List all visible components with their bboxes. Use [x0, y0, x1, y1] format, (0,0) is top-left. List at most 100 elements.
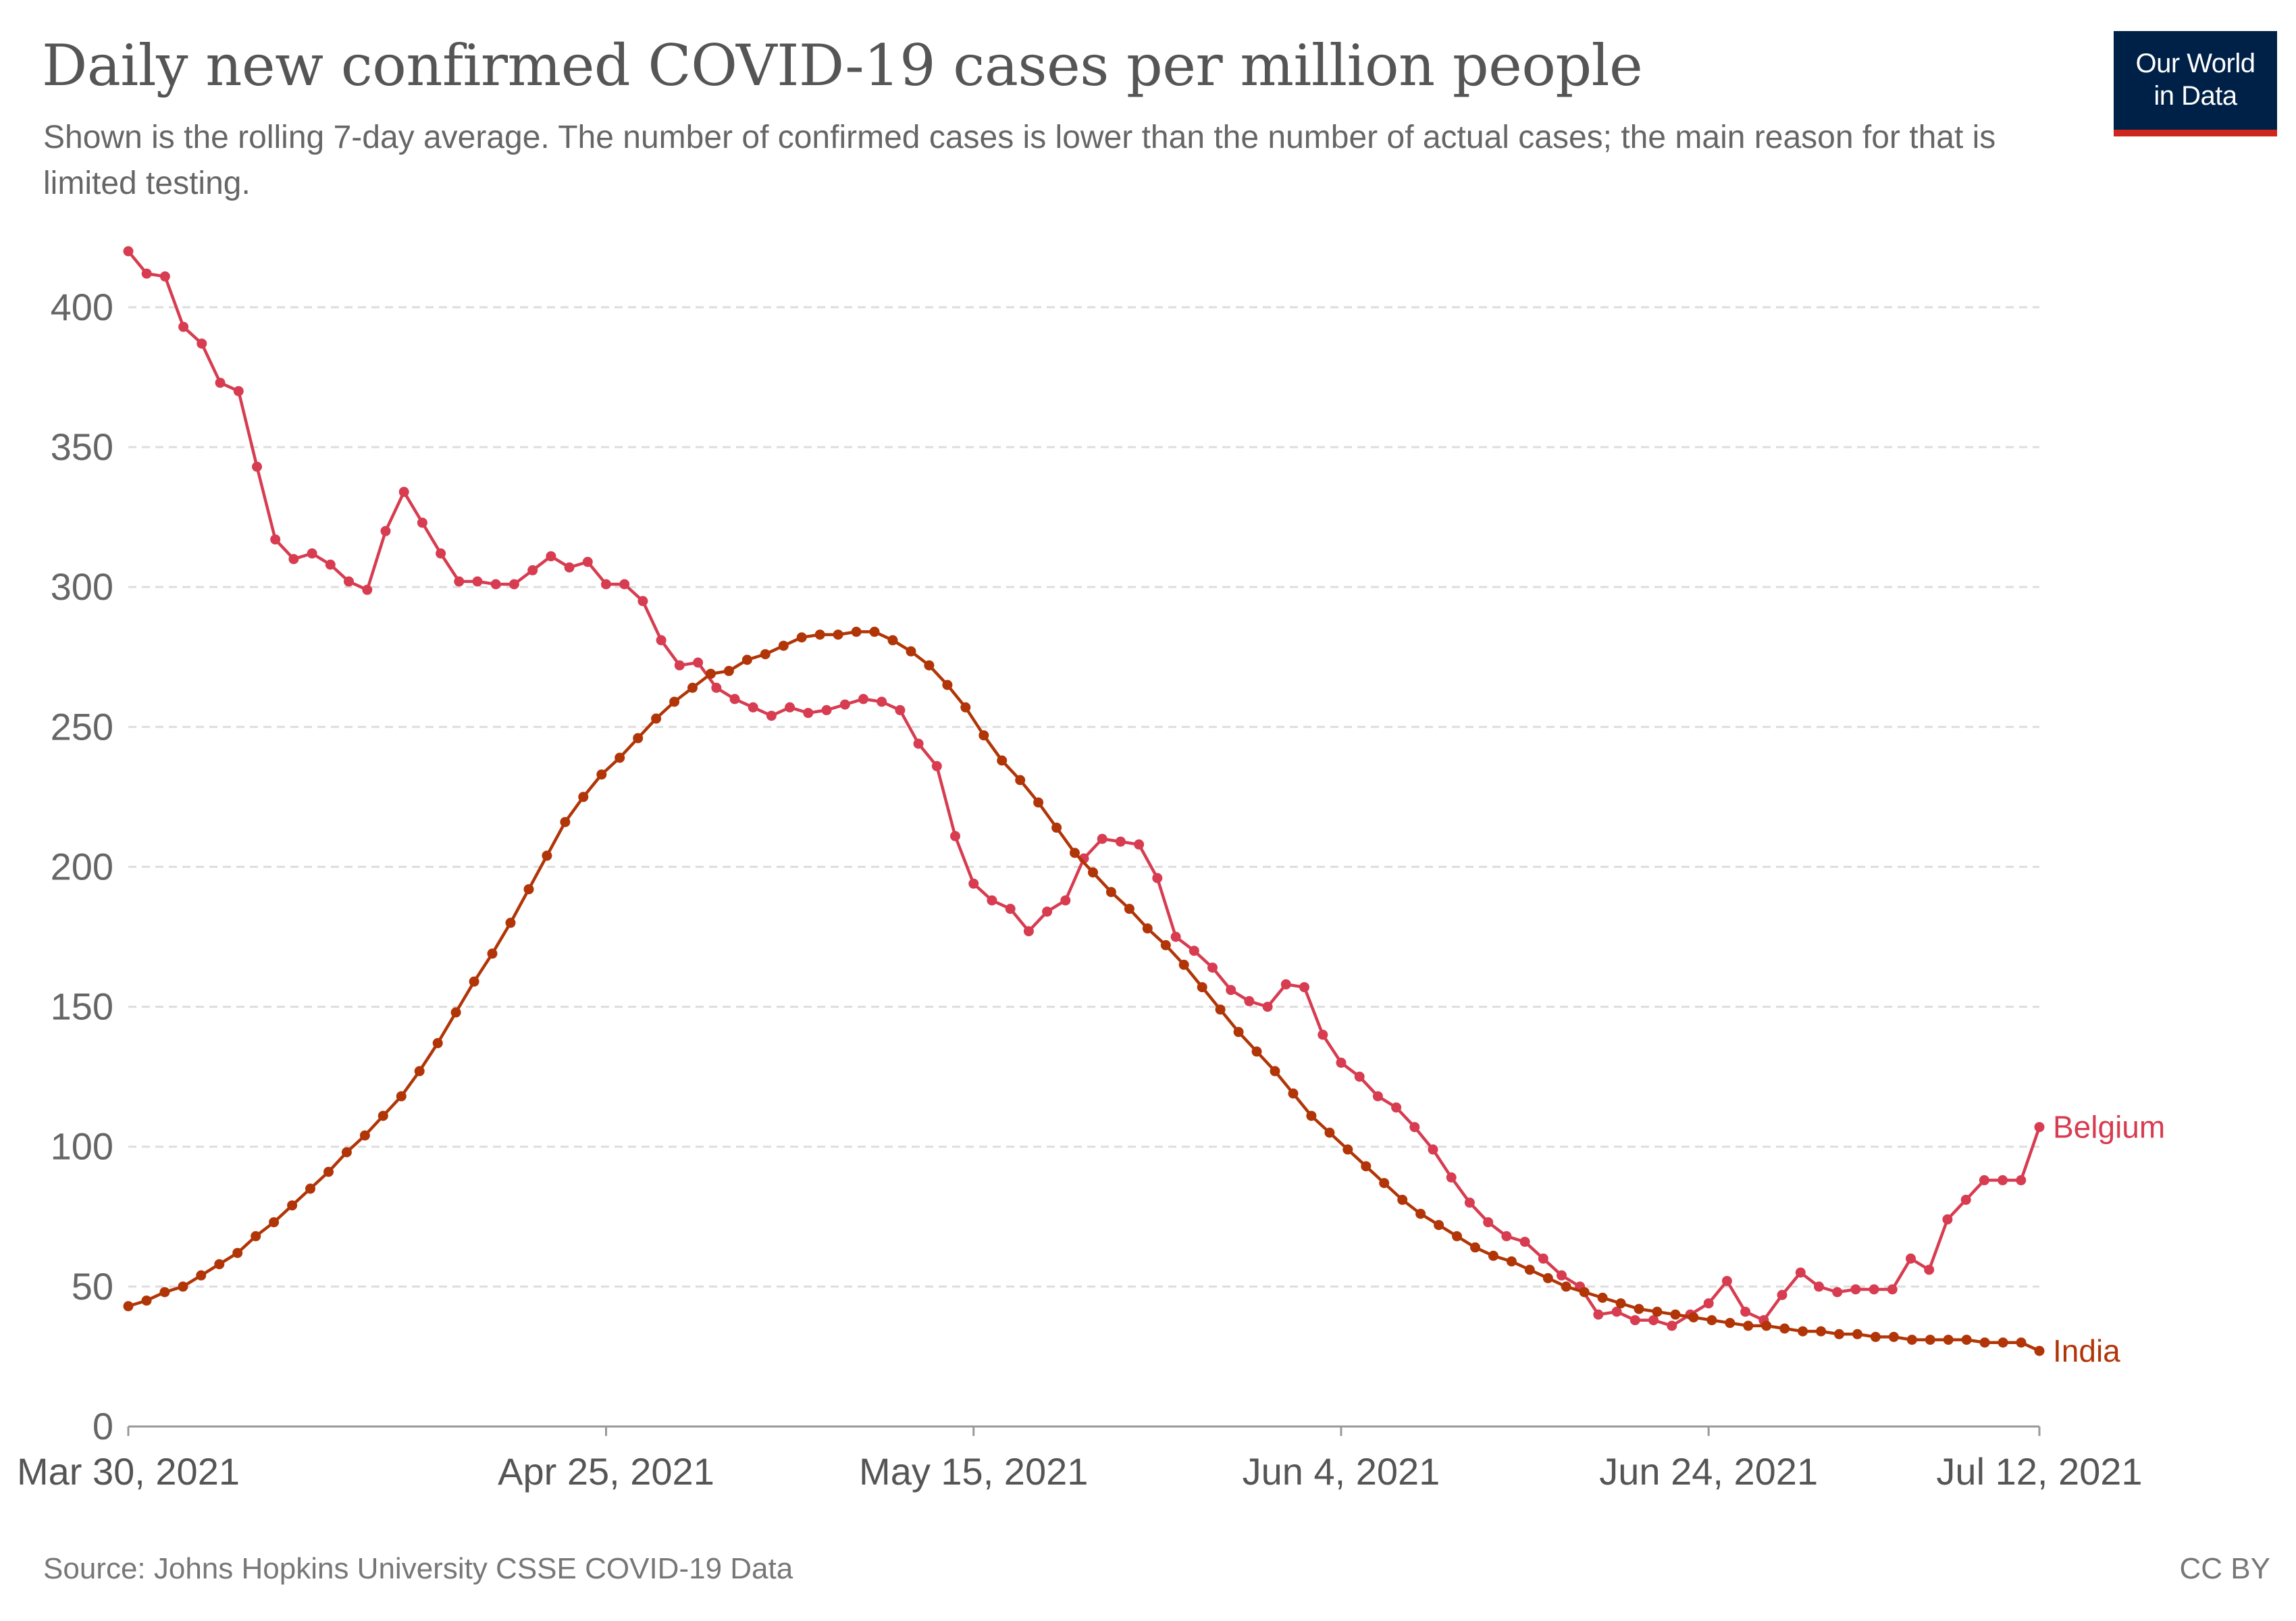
- data-point-india: [669, 696, 680, 707]
- data-point-belgium: [159, 271, 170, 282]
- series-line-india: [128, 630, 2040, 1353]
- y-tick-label: 100: [51, 1125, 113, 1168]
- y-tick-label: 0: [93, 1405, 113, 1447]
- data-point-belgium: [1336, 1057, 1347, 1068]
- data-point-india: [906, 646, 916, 657]
- data-point-india: [633, 733, 644, 744]
- license-link[interactable]: CC BY: [2179, 1552, 2270, 1585]
- source-note[interactable]: Source: Johns Hopkins University CSSE CO…: [43, 1552, 793, 1585]
- data-point-india: [942, 679, 953, 690]
- data-point-belgium: [1869, 1284, 1879, 1295]
- data-point-india: [469, 976, 479, 987]
- x-tick-label: Jun 24, 2021: [1599, 1450, 1818, 1493]
- data-point-belgium: [252, 461, 262, 472]
- data-point-india: [706, 669, 716, 679]
- owid-logo[interactable]: Our World in Data: [2114, 31, 2277, 136]
- grid-layer: [128, 306, 2039, 1288]
- series-label-india: India: [2053, 1333, 2120, 1368]
- data-point-belgium: [1924, 1264, 1935, 1275]
- data-point-india: [196, 1270, 207, 1281]
- data-point-belgium: [2016, 1175, 2027, 1185]
- data-point-belgium: [1667, 1320, 1677, 1331]
- data-point-india: [1906, 1335, 1917, 1345]
- data-point-india: [1342, 1144, 1353, 1155]
- y-tick-label: 350: [51, 426, 113, 468]
- data-point-india: [1888, 1331, 1899, 1342]
- data-point-india: [833, 629, 843, 640]
- data-point-india: [1961, 1335, 1972, 1345]
- data-point-india: [1725, 1318, 1736, 1329]
- data-point-india: [2016, 1337, 2027, 1348]
- data-point-india: [1870, 1331, 1881, 1342]
- data-point-belgium: [1538, 1253, 1548, 1264]
- data-point-india: [869, 626, 880, 637]
- data-point-belgium: [1005, 904, 1016, 915]
- data-point-belgium: [417, 517, 427, 528]
- data-point-belgium: [2034, 1122, 2045, 1133]
- data-point-india: [1743, 1320, 1754, 1331]
- data-point-india: [960, 702, 971, 713]
- data-point-belgium: [398, 486, 409, 497]
- series-label-belgium: Belgium: [2053, 1110, 2165, 1145]
- logo-line-1: Our World: [2135, 49, 2255, 78]
- chart-subtitle: Shown is the rolling 7-day average. The …: [43, 120, 1996, 201]
- data-point-belgium: [1226, 985, 1236, 996]
- data-point-india: [1379, 1178, 1390, 1189]
- data-point-belgium: [1244, 996, 1255, 1006]
- data-point-belgium: [270, 534, 281, 545]
- data-point-belgium: [1391, 1102, 1402, 1113]
- data-point-india: [1142, 923, 1153, 934]
- data-point-belgium: [1042, 906, 1053, 917]
- data-point-india: [123, 1301, 134, 1312]
- data-point-belgium: [307, 548, 317, 559]
- x-tick-label: Jun 4, 2021: [1243, 1450, 1440, 1493]
- x-tick-label: Apr 25, 2021: [498, 1450, 714, 1493]
- data-point-india: [1634, 1304, 1644, 1314]
- data-point-india: [214, 1259, 225, 1270]
- data-point-belgium: [987, 895, 997, 906]
- data-point-india: [1834, 1329, 1844, 1339]
- data-point-india: [1361, 1161, 1372, 1172]
- axis-layer: 0 50 100 150 200 250 300 350 400 Mar 30, 2021 Apr …: [17, 286, 2143, 1493]
- data-point-india: [1233, 1027, 1244, 1037]
- data-point-belgium: [601, 579, 611, 590]
- data-point-belgium: [362, 584, 373, 595]
- data-point-belgium: [785, 702, 795, 713]
- data-point-india: [414, 1066, 425, 1077]
- data-point-india: [1015, 775, 1026, 786]
- data-point-india: [523, 884, 534, 895]
- data-point-belgium: [968, 878, 979, 889]
- data-point-belgium: [141, 268, 152, 279]
- data-point-india: [1798, 1326, 1808, 1337]
- data-point-belgium: [693, 657, 704, 668]
- data-point-india: [487, 948, 498, 959]
- data-point-belgium: [380, 525, 391, 536]
- series-line-belgium: [127, 250, 2041, 1328]
- y-tick-label: 150: [51, 985, 113, 1028]
- data-point-india: [796, 632, 807, 643]
- data-point-india: [1779, 1323, 1790, 1334]
- data-point-belgium: [325, 559, 336, 570]
- data-point-india: [651, 713, 662, 724]
- data-point-india: [1925, 1335, 1935, 1345]
- data-point-india: [1251, 1046, 1262, 1057]
- data-point-belgium: [454, 576, 465, 587]
- data-point-india: [1579, 1287, 1590, 1297]
- data-point-belgium: [1501, 1231, 1512, 1241]
- data-point-india: [1160, 940, 1171, 950]
- data-point-india: [1088, 867, 1098, 878]
- data-point-india: [1470, 1242, 1480, 1253]
- data-point-india: [1452, 1231, 1462, 1241]
- data-point-belgium: [1942, 1214, 1953, 1225]
- data-point-india: [778, 640, 789, 651]
- data-point-belgium: [472, 576, 483, 587]
- data-point-belgium: [1519, 1237, 1530, 1247]
- data-point-belgium: [1207, 962, 1218, 973]
- data-point-belgium: [711, 682, 722, 693]
- data-point-belgium: [215, 378, 226, 388]
- data-point-india: [979, 730, 989, 741]
- data-point-india: [1761, 1320, 1772, 1331]
- data-point-india: [305, 1183, 315, 1194]
- data-point-belgium: [931, 761, 942, 771]
- data-point-belgium: [233, 386, 244, 396]
